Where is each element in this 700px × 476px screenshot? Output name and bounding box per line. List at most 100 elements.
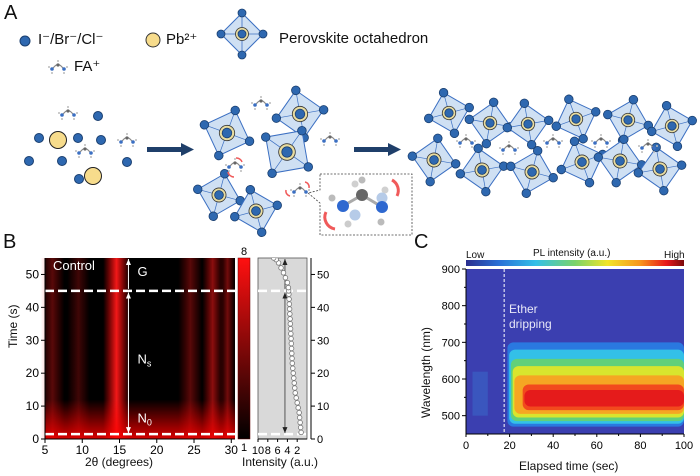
y-tick-label: 10 xyxy=(26,399,40,413)
x-tick-label: 20 xyxy=(503,440,515,452)
intensity-point xyxy=(291,371,296,376)
intensity-point xyxy=(297,415,302,420)
stage-label-g: G xyxy=(137,264,147,279)
rotation-mark xyxy=(305,182,309,188)
y-tick-label: 20 xyxy=(26,366,40,380)
x-tick-label: 5 xyxy=(42,443,49,457)
intensity-point xyxy=(287,307,292,312)
fa-legend-icon xyxy=(48,60,68,74)
b-line-xlabel: Intensity (a.u.) xyxy=(242,455,318,469)
y-tick-label: 20 xyxy=(317,368,329,380)
intensity-point xyxy=(289,341,294,346)
octahedron xyxy=(499,95,558,154)
y-tick-label: 10 xyxy=(317,401,329,413)
intensity-point xyxy=(285,280,290,285)
intensity-point xyxy=(292,386,297,391)
y-tick-label: 50 xyxy=(317,269,329,281)
fa-legend-label: FA⁺ xyxy=(74,57,100,75)
intensity-point xyxy=(289,331,294,336)
rotation-mark xyxy=(236,158,242,162)
y-tick-label: 0 xyxy=(32,432,39,446)
panel-b-chart: GNsN0 510152025300102030405081 108642010… xyxy=(0,240,400,476)
intensity-point xyxy=(293,391,298,396)
intensity-point xyxy=(291,376,296,381)
y-tick-label: 50 xyxy=(26,267,40,281)
x-tick-label: 30 xyxy=(225,443,239,457)
y-tick-label: 30 xyxy=(26,333,40,347)
intensity-point xyxy=(298,425,303,430)
intensity-point xyxy=(289,346,294,351)
intensity-point xyxy=(271,256,276,261)
c-xlabel: Elapsed time (sec) xyxy=(519,459,618,473)
intensity-point xyxy=(288,317,293,322)
octahedron-legend-label: Perovskite octahedron xyxy=(279,30,428,47)
y-tick-label: 800 xyxy=(442,301,460,313)
intensity-point xyxy=(298,420,303,425)
annotation-line-2: dripping xyxy=(509,317,552,332)
colorbar-max-label: 8 xyxy=(241,246,247,258)
c-colorbar-title: PL intensity (a.u.) xyxy=(533,248,610,259)
halide-legend-label: I⁻/Br⁻/Cl⁻ xyxy=(38,30,103,48)
intensity-point xyxy=(287,302,292,307)
intensity-point xyxy=(297,410,302,415)
octahedron xyxy=(404,130,465,191)
fa-rotation-inset xyxy=(308,174,412,235)
heatmap-title: Control xyxy=(53,258,95,273)
y-tick-label: 500 xyxy=(442,411,460,423)
y-tick-label: 40 xyxy=(26,300,40,314)
intensity-point xyxy=(288,322,293,327)
intensity-point xyxy=(290,366,295,371)
y-tick-label: 900 xyxy=(442,264,460,276)
intensity-point xyxy=(290,356,295,361)
halide-legend-icon xyxy=(20,36,30,46)
rotation-mark xyxy=(228,172,234,177)
intensity-point xyxy=(290,361,295,366)
intensity-point xyxy=(288,326,293,331)
intensity-point xyxy=(287,297,292,302)
lead-legend-icon xyxy=(146,33,160,47)
octahedron xyxy=(418,82,480,144)
intensity-point xyxy=(289,336,294,341)
c-colorbar-low: Low xyxy=(466,250,484,261)
intensity-point xyxy=(288,312,293,317)
b-xlabel: 2θ (degrees) xyxy=(85,455,153,469)
intensity-point xyxy=(286,285,291,290)
octahedron xyxy=(191,97,264,170)
intensity-point xyxy=(290,351,295,356)
lead-legend-label: Pb²⁺ xyxy=(166,30,197,48)
transition-arrow-2 xyxy=(354,143,401,156)
intensity-point xyxy=(295,401,300,406)
rotation-mark xyxy=(286,190,290,196)
y-tick-label: 600 xyxy=(442,374,460,386)
pl-colorbar xyxy=(466,260,684,266)
pl-emission-band xyxy=(524,390,684,407)
perovskite-network xyxy=(404,82,700,204)
precursor-ions xyxy=(25,106,138,185)
ether-dripping-annotation: Ether dripping xyxy=(509,302,552,332)
x-tick-label: 25 xyxy=(187,443,201,457)
pl-pre-signal xyxy=(473,372,488,416)
b-ylabel: Time (s) xyxy=(6,304,20,348)
intensity-point xyxy=(279,266,284,271)
intensity-point xyxy=(294,396,299,401)
intensity-point xyxy=(281,271,286,276)
intensity-point xyxy=(296,405,301,410)
intensity-point xyxy=(283,275,288,280)
x-tick-label: 40 xyxy=(547,440,559,452)
transition-arrow-1 xyxy=(147,143,194,156)
octahedron xyxy=(500,140,564,204)
intensity-point xyxy=(299,430,304,435)
panel-c-chart: 020406080100500600700800900 xyxy=(400,240,700,476)
x-tick-label: 60 xyxy=(591,440,603,452)
octahedron-legend-icon xyxy=(217,9,267,59)
y-tick-label: 700 xyxy=(442,337,460,349)
x-tick-label: 0 xyxy=(463,440,469,452)
y-tick-label: 30 xyxy=(317,335,329,347)
y-tick-label: 40 xyxy=(317,302,329,314)
c-ylabel: Wavelength (nm) xyxy=(419,327,433,418)
colorbar-min-label: 1 xyxy=(241,442,247,454)
c-colorbar-high: High xyxy=(664,250,685,261)
colorbar xyxy=(238,258,250,439)
x-tick-label: 100 xyxy=(675,440,693,452)
intensity-point xyxy=(292,381,297,386)
